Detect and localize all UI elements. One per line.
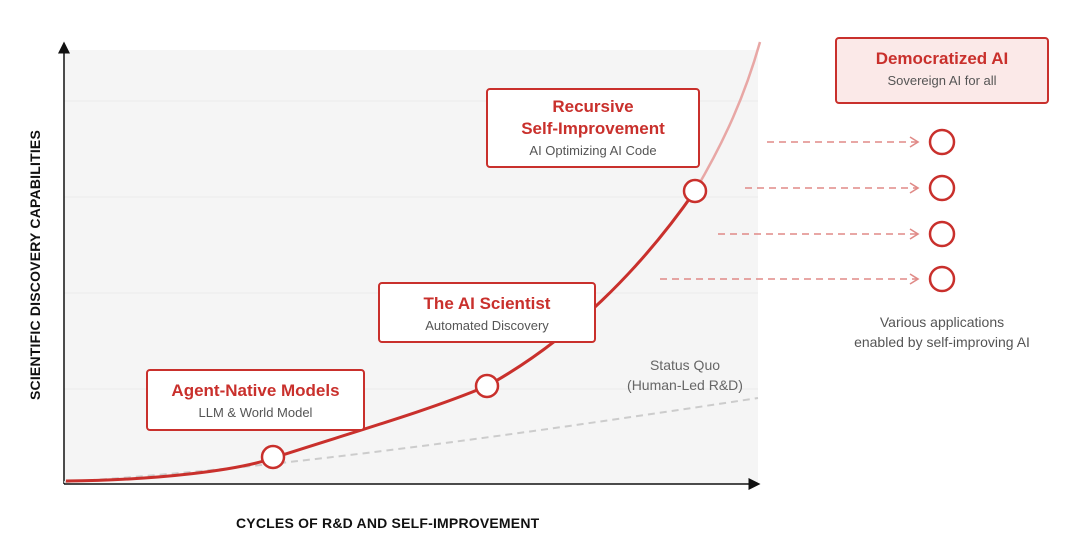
- milestone-subtitle: Automated Discovery: [425, 318, 549, 333]
- destination-title: Democratized AI: [875, 49, 1009, 68]
- milestone-title-line1: Recursive: [552, 97, 634, 116]
- status-quo-label: Status Quo (Human-Led R&D): [627, 357, 743, 393]
- growth-curve-projection: [693, 41, 762, 192]
- milestone-box-recursive: Recursive Self-Improvement AI Optimizing…: [486, 88, 700, 168]
- milestone-marker-recursive: [682, 178, 708, 204]
- milestone-title: Agent-Native Models: [171, 381, 340, 400]
- applications-caption: Various applications enabled by self-imp…: [854, 314, 1030, 350]
- x-axis-label: CYCLES OF R&D AND SELF-IMPROVEMENT: [236, 515, 540, 531]
- milestone-box-agent-native: Agent-Native Models LLM & World Model: [146, 369, 365, 431]
- application-node: [928, 220, 956, 248]
- milestone-title: The AI Scientist: [423, 294, 551, 313]
- growth-curve: [65, 190, 697, 483]
- milestone-marker-ai-scientist: [474, 373, 500, 399]
- application-node: [928, 265, 956, 293]
- milestone-marker-agent-native: [260, 444, 286, 470]
- application-node: [928, 174, 956, 202]
- destination-subtitle: Sovereign AI for all: [887, 73, 997, 88]
- milestone-subtitle: LLM & World Model: [198, 405, 313, 420]
- milestone-box-ai-scientist: The AI Scientist Automated Discovery: [378, 282, 596, 343]
- status-quo-line: [63, 397, 759, 483]
- destination-box: Democratized AI Sovereign AI for all: [835, 37, 1049, 104]
- milestone-subtitle: AI Optimizing AI Code: [529, 143, 657, 158]
- application-node: [928, 128, 956, 156]
- milestone-title-line2: Self-Improvement: [521, 119, 665, 138]
